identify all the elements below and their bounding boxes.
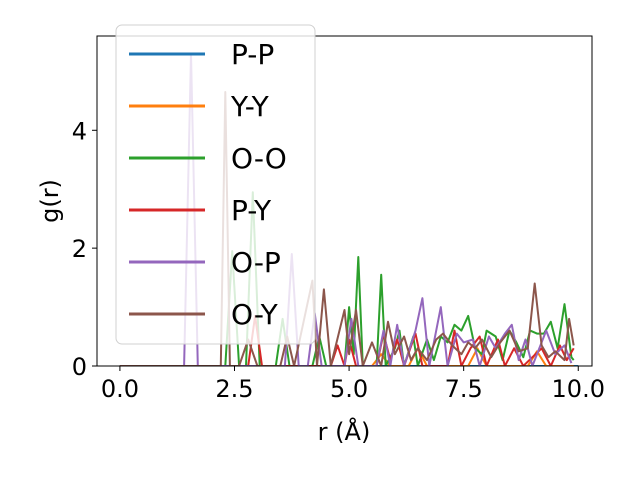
series-line-o-p [119, 52, 573, 366]
x-tick-label: 0.0 [101, 375, 139, 403]
axes-frame [96, 35, 593, 367]
y-axis-ticks: 0 2 4 [72, 117, 97, 381]
legend-label-o-o: O-O [231, 142, 287, 175]
y-tick-label: 2 [72, 235, 87, 263]
legend-box [115, 24, 316, 345]
series-line-o-y [119, 91, 575, 366]
y-axis-label: g(r) [36, 179, 64, 223]
series-line-p-y [119, 314, 575, 366]
legend: P-P Y-Y O-O P-Y O-P O-Y [115, 24, 316, 345]
x-tick-label: 10.0 [552, 375, 605, 403]
legend-label-p-p: P-P [231, 38, 274, 71]
x-tick-label: 2.5 [215, 375, 253, 403]
y-tick-label: 0 [72, 353, 87, 381]
legend-items: P-P Y-Y O-O P-Y O-P O-Y [129, 38, 287, 331]
legend-label-y-y: Y-Y [230, 90, 270, 123]
x-axis-label: r (Å) [318, 417, 371, 446]
legend-label-p-y: P-Y [231, 194, 272, 227]
x-axis-ticks: 0.0 2.5 5.0 7.5 10.0 [101, 366, 605, 403]
x-tick-label: 7.5 [445, 375, 483, 403]
legend-label-o-p: O-P [231, 246, 281, 279]
legend-label-o-y: O-Y [231, 298, 279, 331]
y-tick-label: 4 [72, 117, 87, 145]
x-tick-label: 5.0 [330, 375, 368, 403]
